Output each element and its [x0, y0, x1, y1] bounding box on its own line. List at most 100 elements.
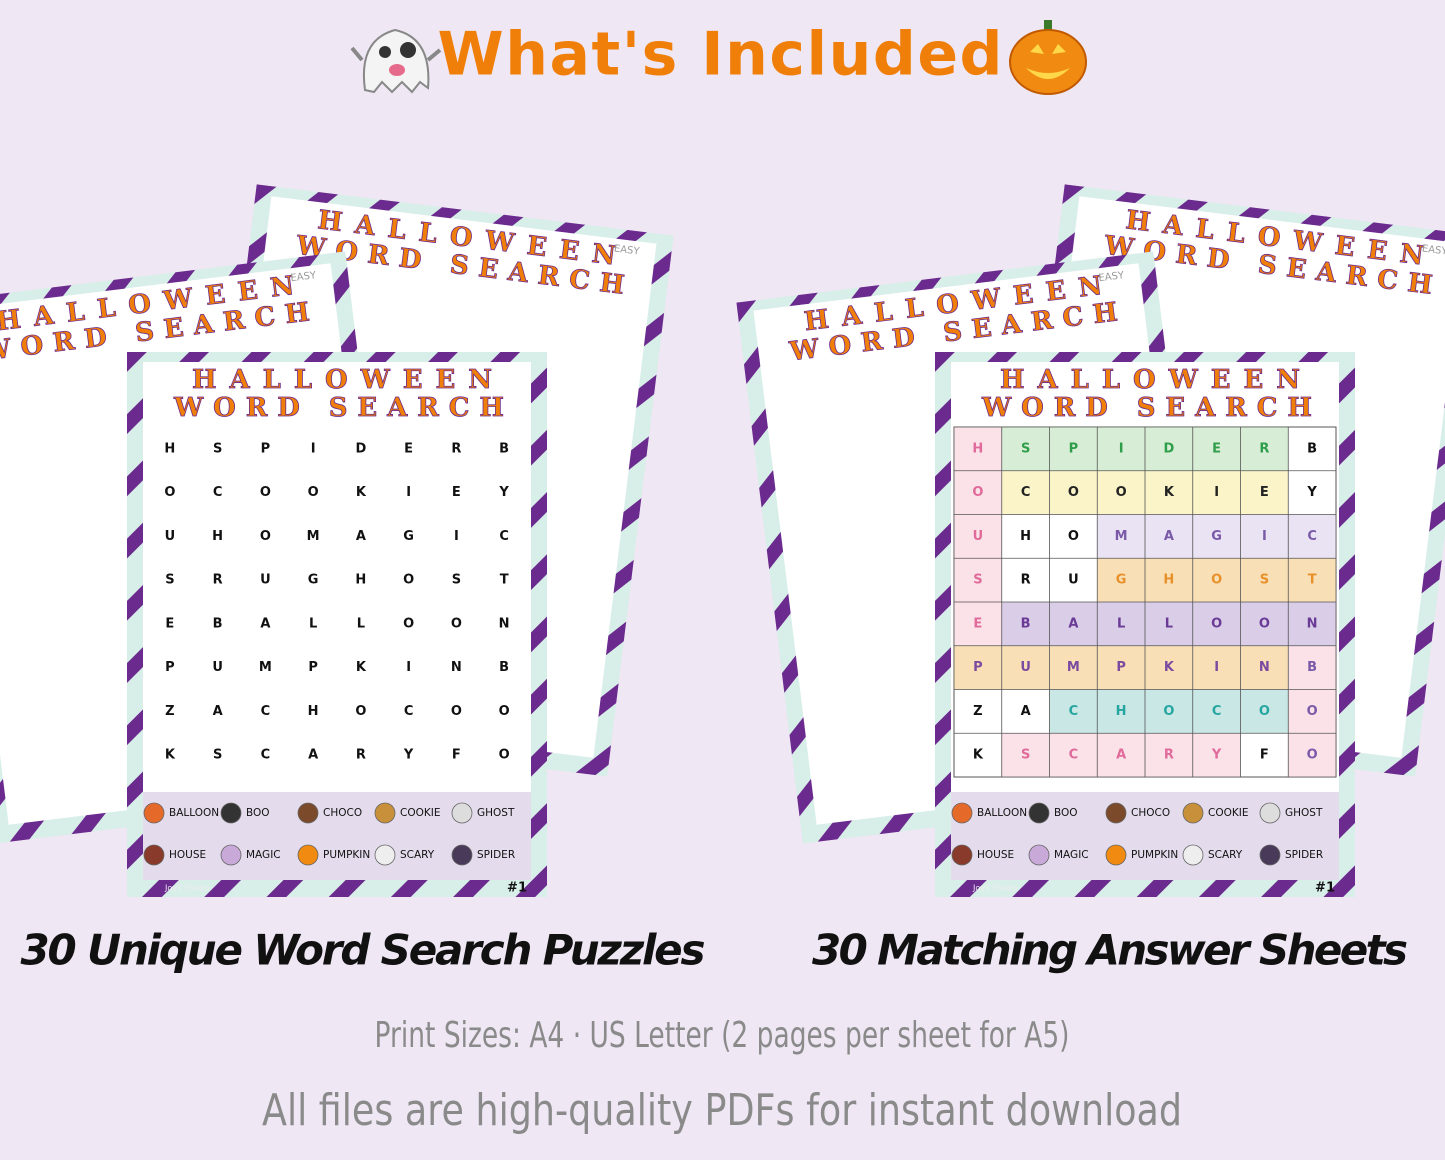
grid-letter: R	[451, 441, 461, 456]
grid-letter: S	[1260, 573, 1269, 588]
grid-letter: C	[261, 704, 271, 719]
grid-letter: O	[1163, 704, 1174, 719]
word-label: MAGIC	[246, 849, 281, 861]
grid-letter: L	[1117, 616, 1125, 631]
word-icon	[1105, 844, 1127, 866]
grid-letter: O	[1116, 485, 1127, 500]
grid-letter: M	[1067, 660, 1080, 675]
grid-letter: O	[1068, 529, 1079, 544]
grid-letter: E	[1212, 441, 1221, 456]
grid-letter: A	[1021, 704, 1031, 719]
grid-letter: C	[1212, 704, 1222, 719]
word-label: BALLOON	[977, 807, 1027, 819]
word-label: COOKIE	[1208, 807, 1248, 819]
grid-letter: I	[311, 441, 316, 456]
grid-letter: H	[212, 529, 223, 544]
word-icon	[297, 844, 319, 866]
grid-letter: L	[357, 616, 365, 631]
highlight	[1049, 689, 1289, 734]
grid-letter: O	[1068, 485, 1079, 500]
grid-letter: S	[165, 573, 174, 588]
word-icon	[1182, 802, 1204, 824]
ghost-icon	[350, 28, 442, 94]
sheet-title-2: WORD SEARCH	[981, 393, 1312, 423]
level-label: EASY	[1098, 270, 1126, 284]
level-label: EASY	[1421, 243, 1445, 257]
grid-letter: O	[1259, 704, 1270, 719]
grid-letter: R	[356, 748, 366, 763]
grid-letter: I	[406, 485, 411, 500]
grid-letter: S	[1021, 748, 1030, 763]
highlight	[1097, 514, 1336, 559]
grid-letter: U	[212, 660, 223, 675]
grid-letter: B	[213, 616, 223, 631]
grid-letter: B	[1021, 616, 1031, 631]
grid-letter: O	[1307, 748, 1318, 763]
grid-letter: I	[1119, 441, 1124, 456]
grid-letter: D	[1163, 441, 1174, 456]
sheet-title-2: WORD SEARCH	[173, 393, 504, 423]
word-label: SPIDER	[1285, 849, 1323, 861]
word-icon	[374, 844, 396, 866]
grid-letter: O	[403, 573, 414, 588]
sheet-title-1: HALLOWEEN	[1000, 365, 1300, 395]
grid-letter: O	[499, 704, 510, 719]
word-icon	[297, 802, 319, 824]
grid-letter: M	[259, 660, 272, 675]
grid-letter: K	[1164, 485, 1175, 500]
grid-letter: U	[1020, 660, 1031, 675]
grid-letter: C	[499, 529, 509, 544]
word-label: BOO	[246, 807, 270, 819]
grid-letter: O	[451, 704, 462, 719]
grid-letter: O	[164, 485, 175, 500]
word-label: SCARY	[400, 849, 435, 861]
grid-letter: R	[1021, 573, 1031, 588]
highlight	[954, 427, 1002, 646]
word-icon	[220, 802, 242, 824]
grid-letter: E	[165, 616, 174, 631]
word-label: SCARY	[1208, 849, 1243, 861]
word-icon	[1105, 802, 1127, 824]
grid-letter: I	[1262, 529, 1267, 544]
grid-letter: R	[1259, 441, 1269, 456]
word-label: GHOST	[1285, 807, 1323, 819]
brand: Joyli Studio	[164, 884, 210, 893]
grid-letter: G	[1116, 573, 1127, 588]
grid-letter: K	[356, 660, 367, 675]
word-icon	[1259, 802, 1281, 824]
page-title: What's Included	[438, 20, 1003, 90]
grid-letter: L	[1165, 616, 1173, 631]
grid-letter: Y	[498, 485, 509, 500]
highlight	[1001, 602, 1336, 646]
grid-letter: H	[164, 441, 175, 456]
grid-letter: O	[308, 485, 319, 500]
sheet-number: #1	[1315, 881, 1335, 896]
highlight	[954, 645, 1289, 690]
grid-letter: E	[404, 441, 413, 456]
grid-letter: O	[1307, 704, 1318, 719]
caption-puzzles: 30 Unique Word Search Puzzles	[21, 926, 706, 975]
grid-letter: F	[1260, 748, 1269, 763]
grid-letter: U	[260, 573, 271, 588]
word-label: GHOST	[477, 807, 515, 819]
grid-letter: O	[260, 485, 271, 500]
grid-letter: A	[308, 748, 318, 763]
level-label: EASY	[613, 243, 641, 257]
grid-letter: U	[165, 529, 176, 544]
grid-letter: S	[1021, 441, 1030, 456]
word-label: BALLOON	[169, 807, 219, 819]
grid-letter: I	[406, 660, 411, 675]
grid-letter: O	[260, 529, 271, 544]
grid-letter: C	[1069, 704, 1079, 719]
grid-letter: G	[1211, 529, 1222, 544]
word-label: HOUSE	[977, 849, 1014, 861]
grid-letter: O	[499, 748, 510, 763]
grid-letter: H	[308, 704, 319, 719]
grid-letter: I	[454, 529, 459, 544]
grid-letter: O	[1211, 573, 1222, 588]
grid-letter: U	[973, 529, 984, 544]
print-sizes: Print Sizes: A4 · US Letter (2 pages per…	[375, 1015, 1070, 1056]
